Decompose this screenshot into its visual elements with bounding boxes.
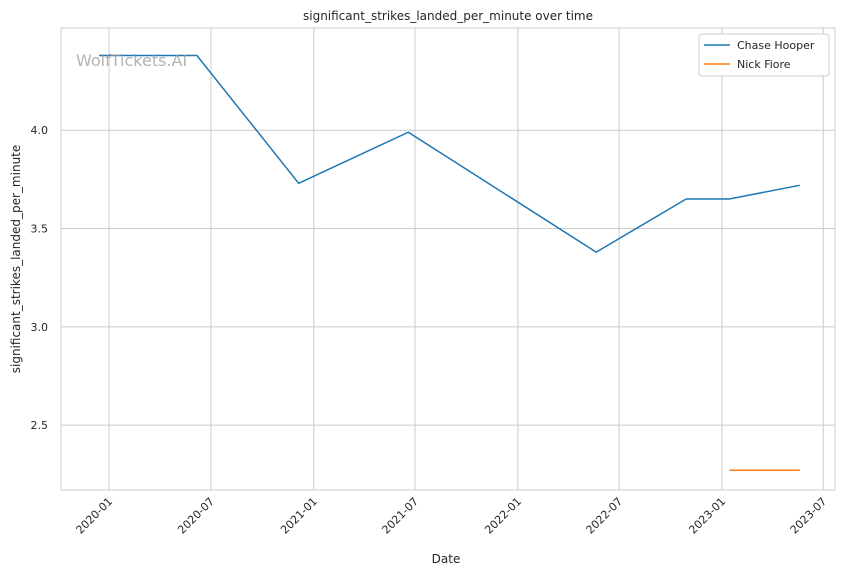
chart-title: significant_strikes_landed_per_minute ov… — [303, 9, 593, 23]
legend-box — [698, 33, 830, 77]
x-axis-label: Date — [432, 552, 461, 566]
x-tick-label: 2023-01 — [686, 495, 728, 537]
legend-label: Nick Fiore — [737, 58, 791, 71]
x-tick-label: 2022-01 — [482, 495, 524, 537]
x-tick-label: 2023-07 — [788, 495, 830, 537]
x-tick-label: 2020-07 — [175, 495, 217, 537]
legend-label: Chase Hooper — [737, 39, 815, 52]
grid-lines — [61, 28, 835, 490]
y-tick-label: 4.0 — [31, 124, 49, 137]
plot-area-frame — [60, 27, 836, 491]
x-tick-label: 2021-07 — [379, 495, 421, 537]
series-lines — [99, 54, 800, 472]
legend: Chase Hooper Nick Fiore — [698, 33, 830, 77]
y-tick-label: 3.5 — [31, 223, 49, 236]
x-tick-label: 2022-07 — [584, 495, 626, 537]
x-tick-label: 2020-01 — [74, 495, 116, 537]
y-axis-label: significant_strikes_landed_per_minute — [9, 145, 23, 374]
y-tick-labels: 2.5 3.0 3.5 4.0 — [31, 124, 49, 432]
x-tick-labels: 2020-01 2020-07 2021-01 2021-07 2022-01 2022-… — [74, 495, 830, 537]
y-tick-label: 3.0 — [31, 321, 49, 334]
x-tick-label: 2021-01 — [278, 495, 320, 537]
y-tick-label: 2.5 — [31, 419, 49, 432]
watermark: WolfTickets.AI — [76, 51, 187, 70]
series-line-chase-hooper — [99, 54, 800, 253]
